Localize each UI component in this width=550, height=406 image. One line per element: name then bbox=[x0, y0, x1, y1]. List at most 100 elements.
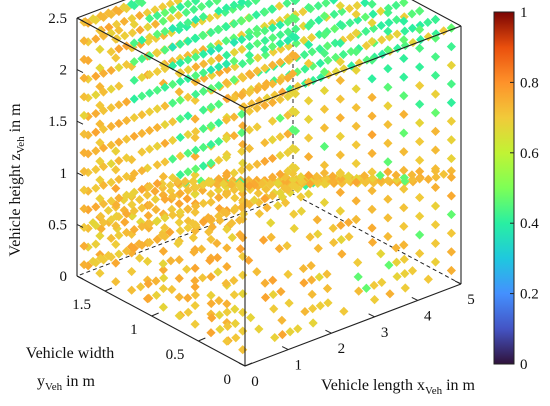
data-point bbox=[199, 73, 209, 83]
data-point bbox=[106, 196, 116, 206]
data-point bbox=[267, 172, 278, 182]
data-point bbox=[260, 194, 270, 204]
data-point bbox=[275, 20, 285, 30]
data-point bbox=[260, 278, 270, 288]
data-point bbox=[168, 79, 178, 90]
data-point bbox=[79, 129, 89, 139]
data-point bbox=[152, 29, 162, 39]
data-point bbox=[323, 55, 333, 65]
data-point bbox=[415, 99, 425, 109]
data-point bbox=[168, 191, 178, 201]
data-point bbox=[367, 173, 378, 183]
data-point bbox=[198, 105, 208, 115]
data-point bbox=[267, 60, 278, 70]
data-point bbox=[190, 189, 200, 199]
data-point bbox=[114, 249, 124, 259]
data-point bbox=[79, 110, 89, 121]
data-point bbox=[237, 128, 247, 138]
data-point bbox=[275, 188, 285, 198]
data-point bbox=[83, 261, 93, 271]
z-tick-label: 1.5 bbox=[48, 114, 67, 130]
data-point bbox=[305, 232, 315, 242]
data-point bbox=[319, 197, 330, 208]
data-point bbox=[206, 298, 216, 309]
data-point bbox=[106, 84, 116, 94]
data-point bbox=[229, 19, 239, 29]
data-point bbox=[277, 73, 287, 83]
data-point bbox=[96, 253, 106, 263]
data-point bbox=[191, 62, 201, 72]
data-point bbox=[152, 104, 162, 114]
data-point bbox=[307, 47, 317, 57]
data-point bbox=[351, 65, 361, 75]
data-point bbox=[260, 26, 270, 36]
data-point bbox=[446, 60, 456, 70]
data-point bbox=[106, 233, 116, 243]
data-point bbox=[260, 36, 270, 46]
data-point bbox=[252, 29, 262, 39]
data-point bbox=[206, 309, 216, 319]
data-point bbox=[335, 75, 345, 86]
data-point bbox=[121, 209, 132, 219]
data-point bbox=[283, 269, 293, 280]
data-point bbox=[222, 64, 232, 75]
data-point bbox=[296, 172, 306, 182]
data-point bbox=[215, 324, 225, 334]
data-point bbox=[351, 214, 361, 225]
data-point bbox=[214, 80, 224, 91]
data-point bbox=[173, 0, 183, 6]
data-point bbox=[369, 295, 380, 305]
data-point bbox=[98, 106, 109, 116]
data-point bbox=[183, 129, 193, 140]
data-point bbox=[79, 73, 89, 83]
data-point bbox=[383, 26, 393, 36]
data-point bbox=[120, 31, 130, 41]
data-point bbox=[191, 15, 201, 25]
data-point bbox=[407, 266, 418, 276]
data-point bbox=[383, 194, 393, 204]
x-tick bbox=[411, 296, 419, 301]
data-point bbox=[260, 63, 270, 73]
data-point bbox=[151, 205, 161, 215]
data-point bbox=[196, 244, 207, 254]
data-point bbox=[300, 64, 310, 74]
data-point bbox=[254, 197, 264, 208]
data-point bbox=[168, 5, 178, 15]
data-point bbox=[129, 94, 139, 104]
data-point bbox=[121, 153, 132, 163]
data-point bbox=[290, 10, 300, 20]
data-point bbox=[244, 255, 254, 265]
data-point bbox=[446, 172, 456, 182]
data-point bbox=[191, 164, 201, 174]
data-point bbox=[319, 48, 330, 58]
data-point bbox=[351, 47, 361, 57]
data-point bbox=[431, 172, 441, 182]
data-point bbox=[323, 298, 333, 308]
data-point bbox=[266, 218, 276, 228]
data-point bbox=[152, 85, 162, 95]
data-point bbox=[335, 150, 345, 160]
data-point bbox=[288, 124, 298, 135]
data-point bbox=[79, 185, 89, 195]
data-point bbox=[288, 31, 298, 41]
data-point bbox=[319, 168, 330, 178]
data-point bbox=[319, 30, 330, 40]
data-point bbox=[157, 179, 167, 189]
data-point bbox=[322, 283, 333, 294]
data-point bbox=[345, 18, 355, 28]
data-point bbox=[321, 0, 331, 8]
data-point bbox=[319, 104, 330, 114]
data-point bbox=[399, 147, 409, 157]
data-point bbox=[392, 257, 402, 267]
data-point bbox=[367, 36, 377, 47]
data-point bbox=[351, 140, 361, 150]
data-point bbox=[98, 180, 109, 190]
data-point bbox=[399, 221, 409, 231]
data-point bbox=[144, 200, 155, 210]
data-point bbox=[303, 170, 314, 180]
data-point bbox=[126, 190, 137, 200]
data-point bbox=[127, 266, 137, 277]
data-point bbox=[167, 204, 177, 214]
data-point bbox=[129, 19, 139, 29]
data-point bbox=[142, 275, 153, 285]
